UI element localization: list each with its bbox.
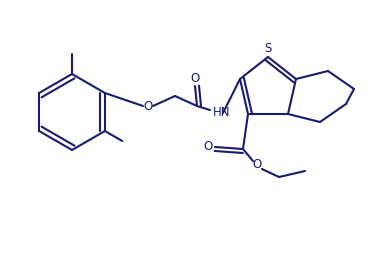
Text: O: O (190, 72, 200, 84)
Text: O: O (252, 158, 261, 172)
Text: S: S (264, 41, 272, 54)
Text: O: O (203, 140, 213, 153)
Text: HN: HN (213, 106, 231, 119)
Text: O: O (143, 100, 153, 112)
